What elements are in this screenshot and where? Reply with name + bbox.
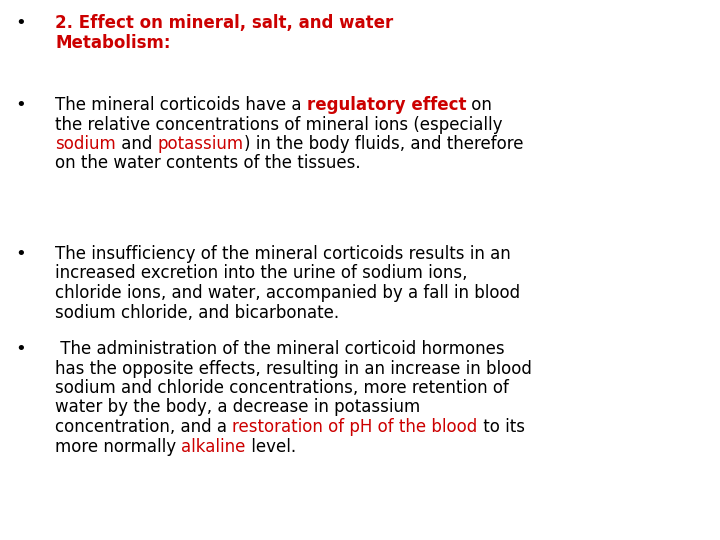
Text: The insufficiency of the mineral corticoids results in an: The insufficiency of the mineral cortico… — [55, 245, 510, 263]
Text: on: on — [467, 96, 492, 114]
Text: more normally: more normally — [55, 437, 181, 456]
Text: alkaline: alkaline — [181, 437, 246, 456]
Text: sodium chloride, and bicarbonate.: sodium chloride, and bicarbonate. — [55, 303, 339, 321]
Text: Metabolism:: Metabolism: — [55, 33, 171, 51]
Text: has the opposite effects, resulting in an increase in blood: has the opposite effects, resulting in a… — [55, 360, 532, 377]
Text: •: • — [15, 96, 26, 114]
Text: sodium and chloride concentrations, more retention of: sodium and chloride concentrations, more… — [55, 379, 509, 397]
Text: level.: level. — [246, 437, 296, 456]
Text: •: • — [15, 340, 26, 358]
Text: •: • — [15, 245, 26, 263]
Text: restoration of pH of the blood: restoration of pH of the blood — [233, 418, 477, 436]
Text: •: • — [15, 14, 26, 32]
Text: water by the body, a decrease in potassium: water by the body, a decrease in potassi… — [55, 399, 420, 416]
Text: to its: to its — [477, 418, 524, 436]
Text: 2. Effect on mineral, salt, and water: 2. Effect on mineral, salt, and water — [55, 14, 393, 32]
Text: chloride ions, and water, accompanied by a fall in blood: chloride ions, and water, accompanied by… — [55, 284, 520, 302]
Text: regulatory effect: regulatory effect — [307, 96, 467, 114]
Text: potassium: potassium — [158, 135, 243, 153]
Text: sodium: sodium — [55, 135, 116, 153]
Text: and: and — [116, 135, 158, 153]
Text: concentration, and a: concentration, and a — [55, 418, 233, 436]
Text: The mineral corticoids have a: The mineral corticoids have a — [55, 96, 307, 114]
Text: ) in the body fluids, and therefore: ) in the body fluids, and therefore — [243, 135, 523, 153]
Text: on the water contents of the tissues.: on the water contents of the tissues. — [55, 154, 361, 172]
Text: the relative concentrations of mineral ions (especially: the relative concentrations of mineral i… — [55, 116, 503, 133]
Text: The administration of the mineral corticoid hormones: The administration of the mineral cortic… — [55, 340, 505, 358]
Text: increased excretion into the urine of sodium ions,: increased excretion into the urine of so… — [55, 265, 467, 282]
